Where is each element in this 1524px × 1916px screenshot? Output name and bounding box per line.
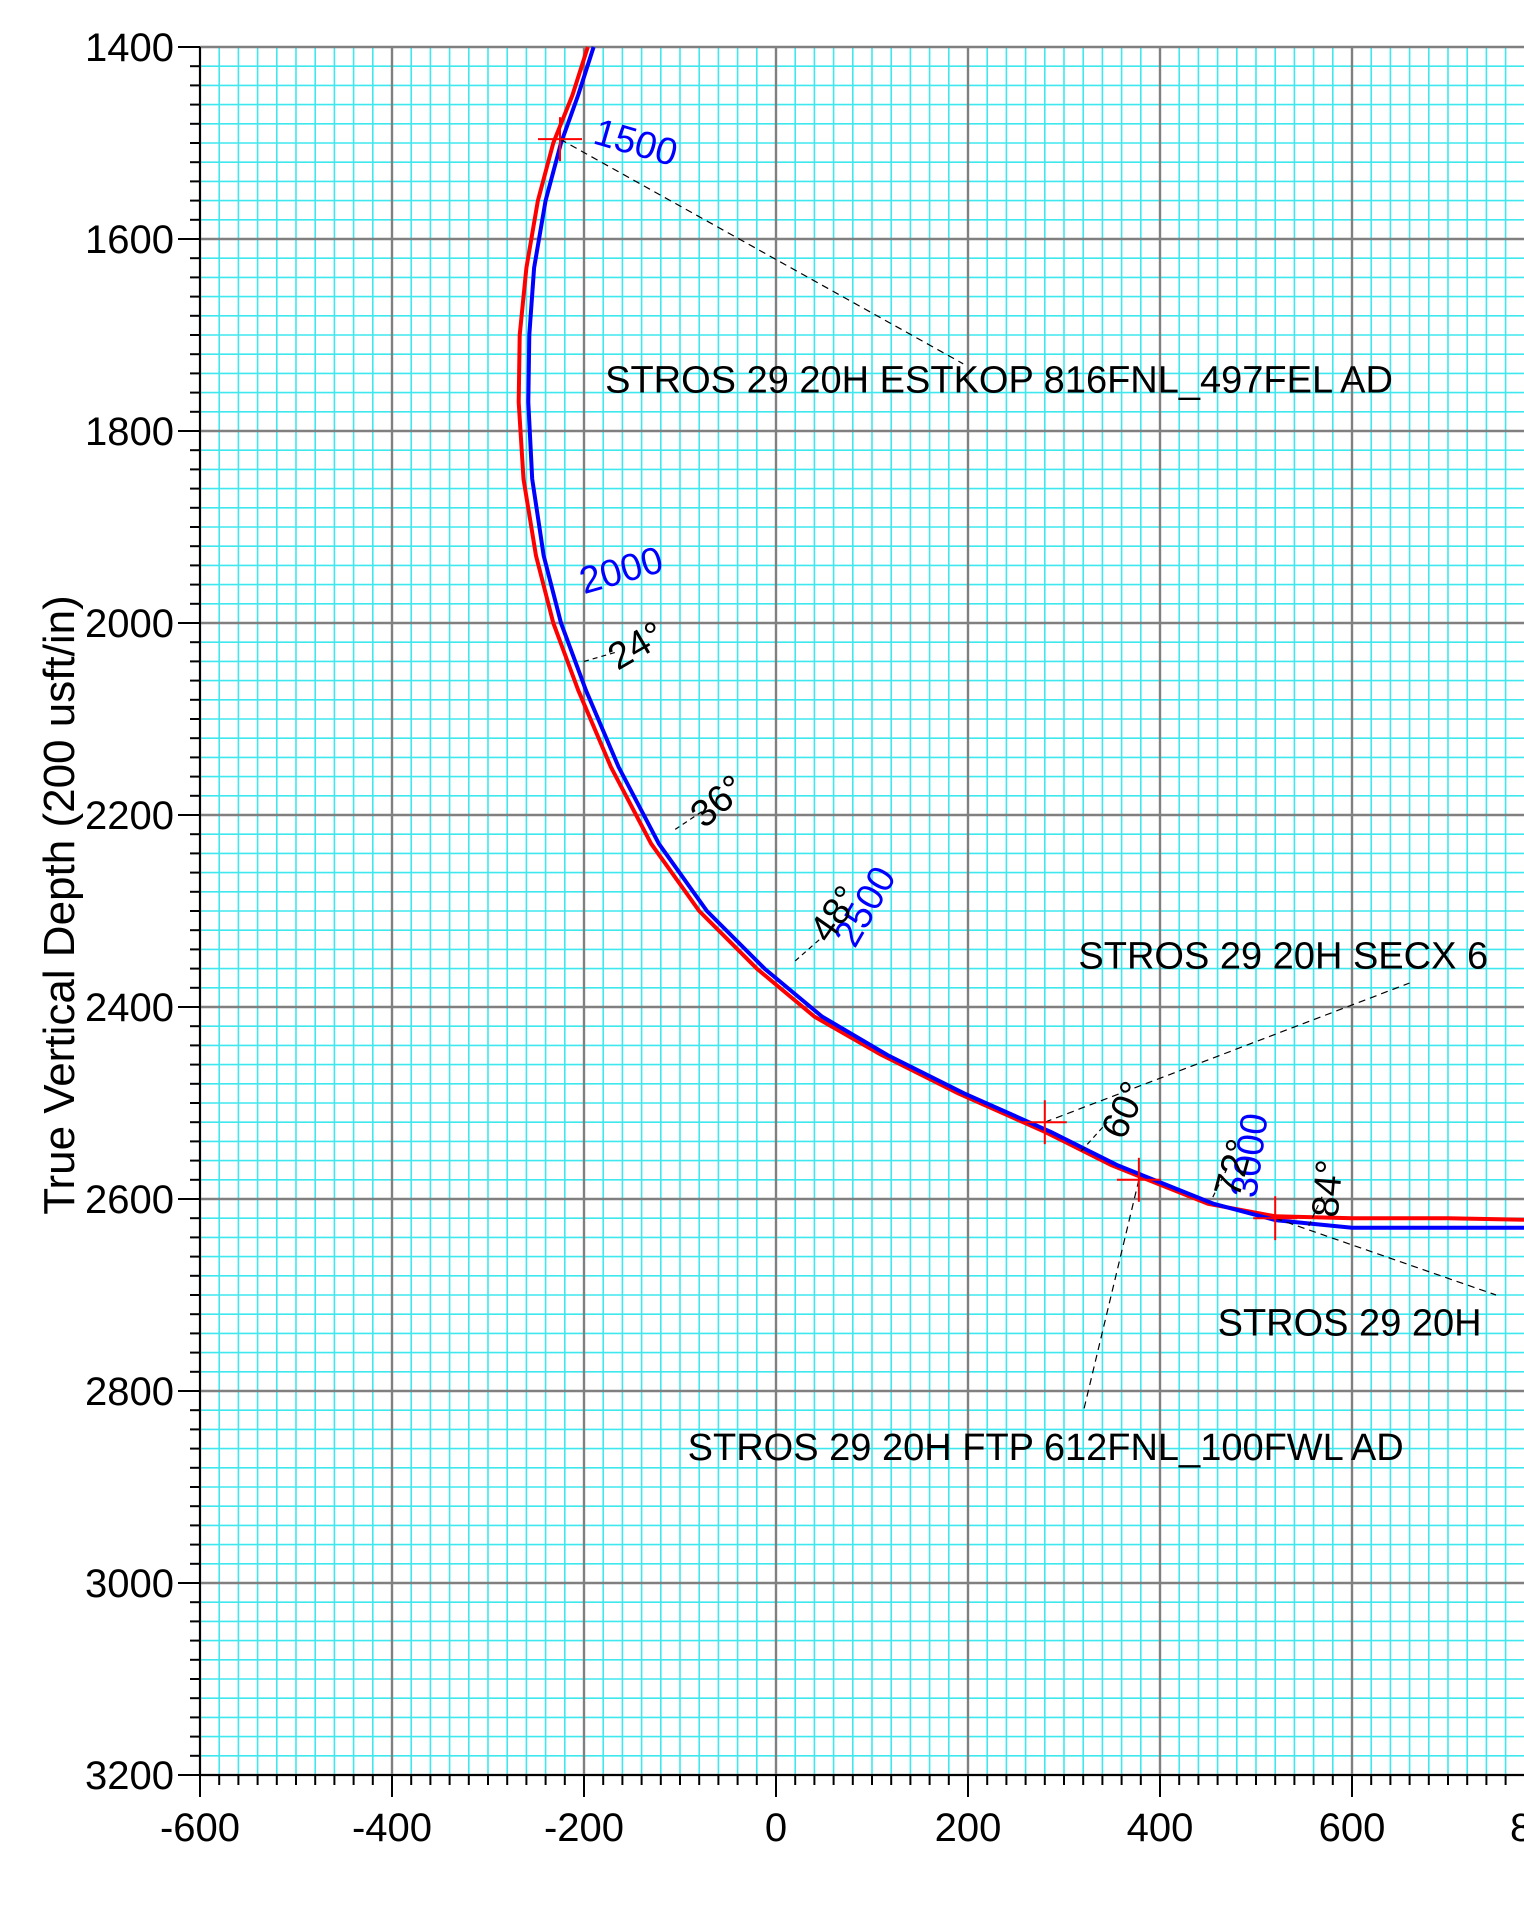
axes: 1400160018002000220024002600280030003200… [85,26,1524,1850]
y-tick-label: 2800 [85,1370,174,1414]
y-tick-label: 3200 [85,1754,174,1798]
annotation-leader [1275,1217,1497,1296]
leader-lines [559,138,1497,1413]
y-tick-label: 3000 [85,1562,174,1606]
x-tick-label: -400 [352,1806,432,1850]
annotation-leader [559,138,964,365]
md-label: 2000 [575,539,668,603]
annotation-label: STROS 29 20H SECX 6 [1078,936,1488,978]
series-layer [516,46,1524,1230]
x-tick-label: -200 [544,1806,624,1850]
y-tick-label: 2200 [85,794,174,838]
annotation-leader [1044,982,1410,1123]
x-tick-label: 0 [765,1806,787,1850]
y-axis-label: True Vertical Depth (200 usft/in) [35,595,84,1215]
inclination-label: 84° [1305,1158,1352,1219]
x-tick-label: 600 [1319,1806,1386,1850]
x-tick-label: 200 [935,1806,1002,1850]
inclination-leader [1308,1193,1324,1227]
target-markers [538,117,1298,1241]
annotation-label: STROS 29 20H FTP 612FNL_100FWL AD [688,1427,1404,1469]
annotation-label: STROS 29 20H ESTKOP 816FNL_497FEL AD [605,360,1393,402]
wellpath-series-2 [526,46,1524,1230]
inclination-leader [583,651,618,662]
annotation-label: STROS 29 20H [1218,1302,1482,1344]
y-tick-label: 1600 [85,218,174,262]
x-tick-label: 8 [1510,1806,1524,1850]
x-tick-label: -600 [160,1806,240,1850]
inclination-leader [1080,1121,1108,1152]
x-tick-label: 400 [1127,1806,1194,1850]
inclination-leader [794,939,820,962]
wellpath-series-1 [516,46,1524,1222]
inclination-label: 36° [683,767,754,836]
y-tick-label: 1800 [85,410,174,454]
y-tick-label: 2600 [85,1178,174,1222]
y-tick-label: 2400 [85,986,174,1030]
y-tick-label: 2000 [85,602,174,646]
annotation-leader [1082,1179,1140,1413]
y-tick-label: 1400 [85,26,174,70]
inclination-leader [674,809,705,830]
